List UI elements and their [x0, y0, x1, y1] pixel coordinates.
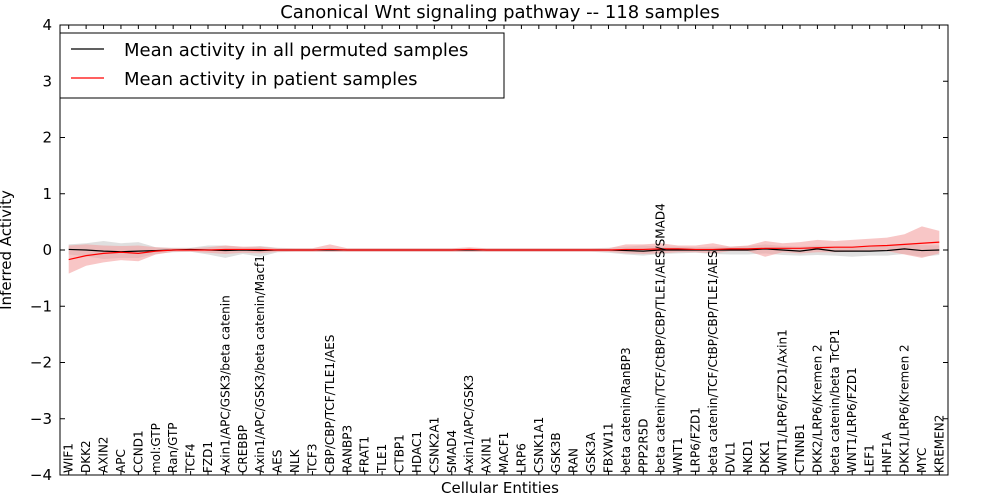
- x-tick-label: AXIN1: [480, 436, 494, 473]
- x-tick-label: beta catenin/TCF/CtBP/CBP/TLE1/AES/SMAD4: [654, 203, 668, 473]
- x-tick-label: FBXW11: [601, 422, 615, 473]
- x-tick-label: RANBP3: [340, 425, 354, 473]
- x-tick-label: Axin1/APC/GSK3/beta catenin/Macf1: [253, 255, 267, 473]
- x-tick-label: TLE1: [375, 444, 389, 474]
- x-axis-ticks: WIF1 DKK2 AXIN2 APC CCND1 mol:GTP Ran/GTP TCF4 F…: [62, 25, 946, 475]
- x-tick-label: CTNNB1: [793, 423, 807, 473]
- chart-title: Canonical Wnt signaling pathway -- 118 s…: [280, 2, 720, 23]
- x-tick-label: MYC: [915, 448, 929, 473]
- line-series-1: [68, 241, 940, 261]
- x-tick-label: KREMEN2: [932, 415, 946, 473]
- x-tick-label: MACF1: [497, 432, 511, 473]
- plot-area-frame: [59, 24, 949, 476]
- x-tick-label: CSNK2A1: [427, 417, 441, 473]
- x-tick-label: DKK2: [79, 440, 93, 473]
- x-tick-label: beta catenin/RanBP3: [619, 347, 633, 473]
- y-tick-label: −2: [30, 354, 52, 372]
- y-tick-label: 2: [42, 129, 52, 147]
- x-tick-label: PPP2R5D: [636, 418, 650, 473]
- x-tick-label: DKK1/LRP6/Kremen 2: [897, 344, 911, 473]
- x-tick-label: APC: [114, 449, 128, 473]
- x-tick-label: Ran/GTP: [166, 422, 180, 473]
- x-tick-label: TCF4: [184, 443, 198, 474]
- y-tick-label: 3: [42, 72, 52, 90]
- x-tick-label: NKD1: [741, 439, 755, 473]
- series-lines: [68, 241, 940, 261]
- x-tick-label: FZD1: [201, 441, 215, 473]
- y-axis-ticks: −4 −3 −2 −1 0 1 2 3 4: [30, 16, 948, 484]
- x-tick-label: DKK1: [758, 440, 772, 473]
- x-tick-label: Axin1/APC/GSK3/beta catenin: [218, 295, 232, 473]
- x-tick-label: mol:GTP: [149, 423, 163, 473]
- legend-label-patient: Mean activity in patient samples: [124, 69, 418, 90]
- x-tick-label: LRP6: [514, 443, 528, 473]
- x-tick-label: WNT1/LRP6/FZD1: [845, 367, 859, 473]
- x-tick-label: TCF3: [305, 443, 319, 474]
- x-tick-label: GSK3A: [584, 432, 598, 473]
- legend-box: [59, 32, 505, 99]
- y-tick-label: 1: [42, 185, 52, 203]
- x-tick-label: HNF1A: [880, 431, 894, 473]
- y-tick-label: −4: [30, 466, 52, 484]
- x-tick-label: CSNK1A1: [532, 417, 546, 473]
- y-tick-label: −1: [30, 297, 52, 315]
- legend-label-permuted: Mean activity in all permuted samples: [124, 40, 468, 61]
- x-tick-label: Axin1/APC/GSK3: [462, 375, 476, 473]
- x-axis-label: Cellular Entities: [441, 479, 559, 497]
- x-tick-label: GSK3B: [549, 432, 563, 473]
- x-tick-label: CCND1: [131, 430, 145, 473]
- x-tick-label: WNT1/LRP6/FZD1/Axin1: [776, 329, 790, 473]
- x-tick-label: DVL1: [723, 441, 737, 473]
- x-tick-label: CBP/CBP/TCF/TLE1/AES: [323, 335, 337, 473]
- x-tick-label: LEF1: [863, 444, 877, 473]
- x-tick-label: WIF1: [62, 443, 76, 473]
- x-tick-label: DKK2/LRP6/Kremen 2: [810, 344, 824, 473]
- x-tick-label: CREBBP: [236, 425, 250, 473]
- legend: Mean activity in all permuted samples Me…: [59, 32, 505, 99]
- x-tick-label: beta catenin/TCF/CtBP/CBP/TLE1/AES: [706, 250, 720, 473]
- x-tick-label: AXIN2: [97, 436, 111, 473]
- x-tick-label: RAN: [567, 448, 581, 473]
- x-tick-label: HDAC1: [410, 431, 424, 473]
- x-tick-label: CTBP1: [393, 434, 407, 473]
- y-tick-label: 0: [42, 241, 52, 259]
- x-tick-label: SMAD4: [445, 430, 459, 473]
- x-tick-label: FRAT1: [358, 436, 372, 473]
- x-tick-label: AES: [271, 450, 285, 473]
- x-tick-label: NLK: [288, 448, 302, 473]
- y-tick-label: 4: [42, 16, 52, 34]
- y-tick-label: −3: [30, 410, 52, 428]
- x-tick-label: WNT1: [671, 437, 685, 473]
- x-tick-label: LRP6/FZD1: [689, 407, 703, 473]
- x-tick-label: beta catenin/beta TrCP1: [828, 329, 842, 473]
- y-axis-label: Inferred Activity: [0, 190, 15, 310]
